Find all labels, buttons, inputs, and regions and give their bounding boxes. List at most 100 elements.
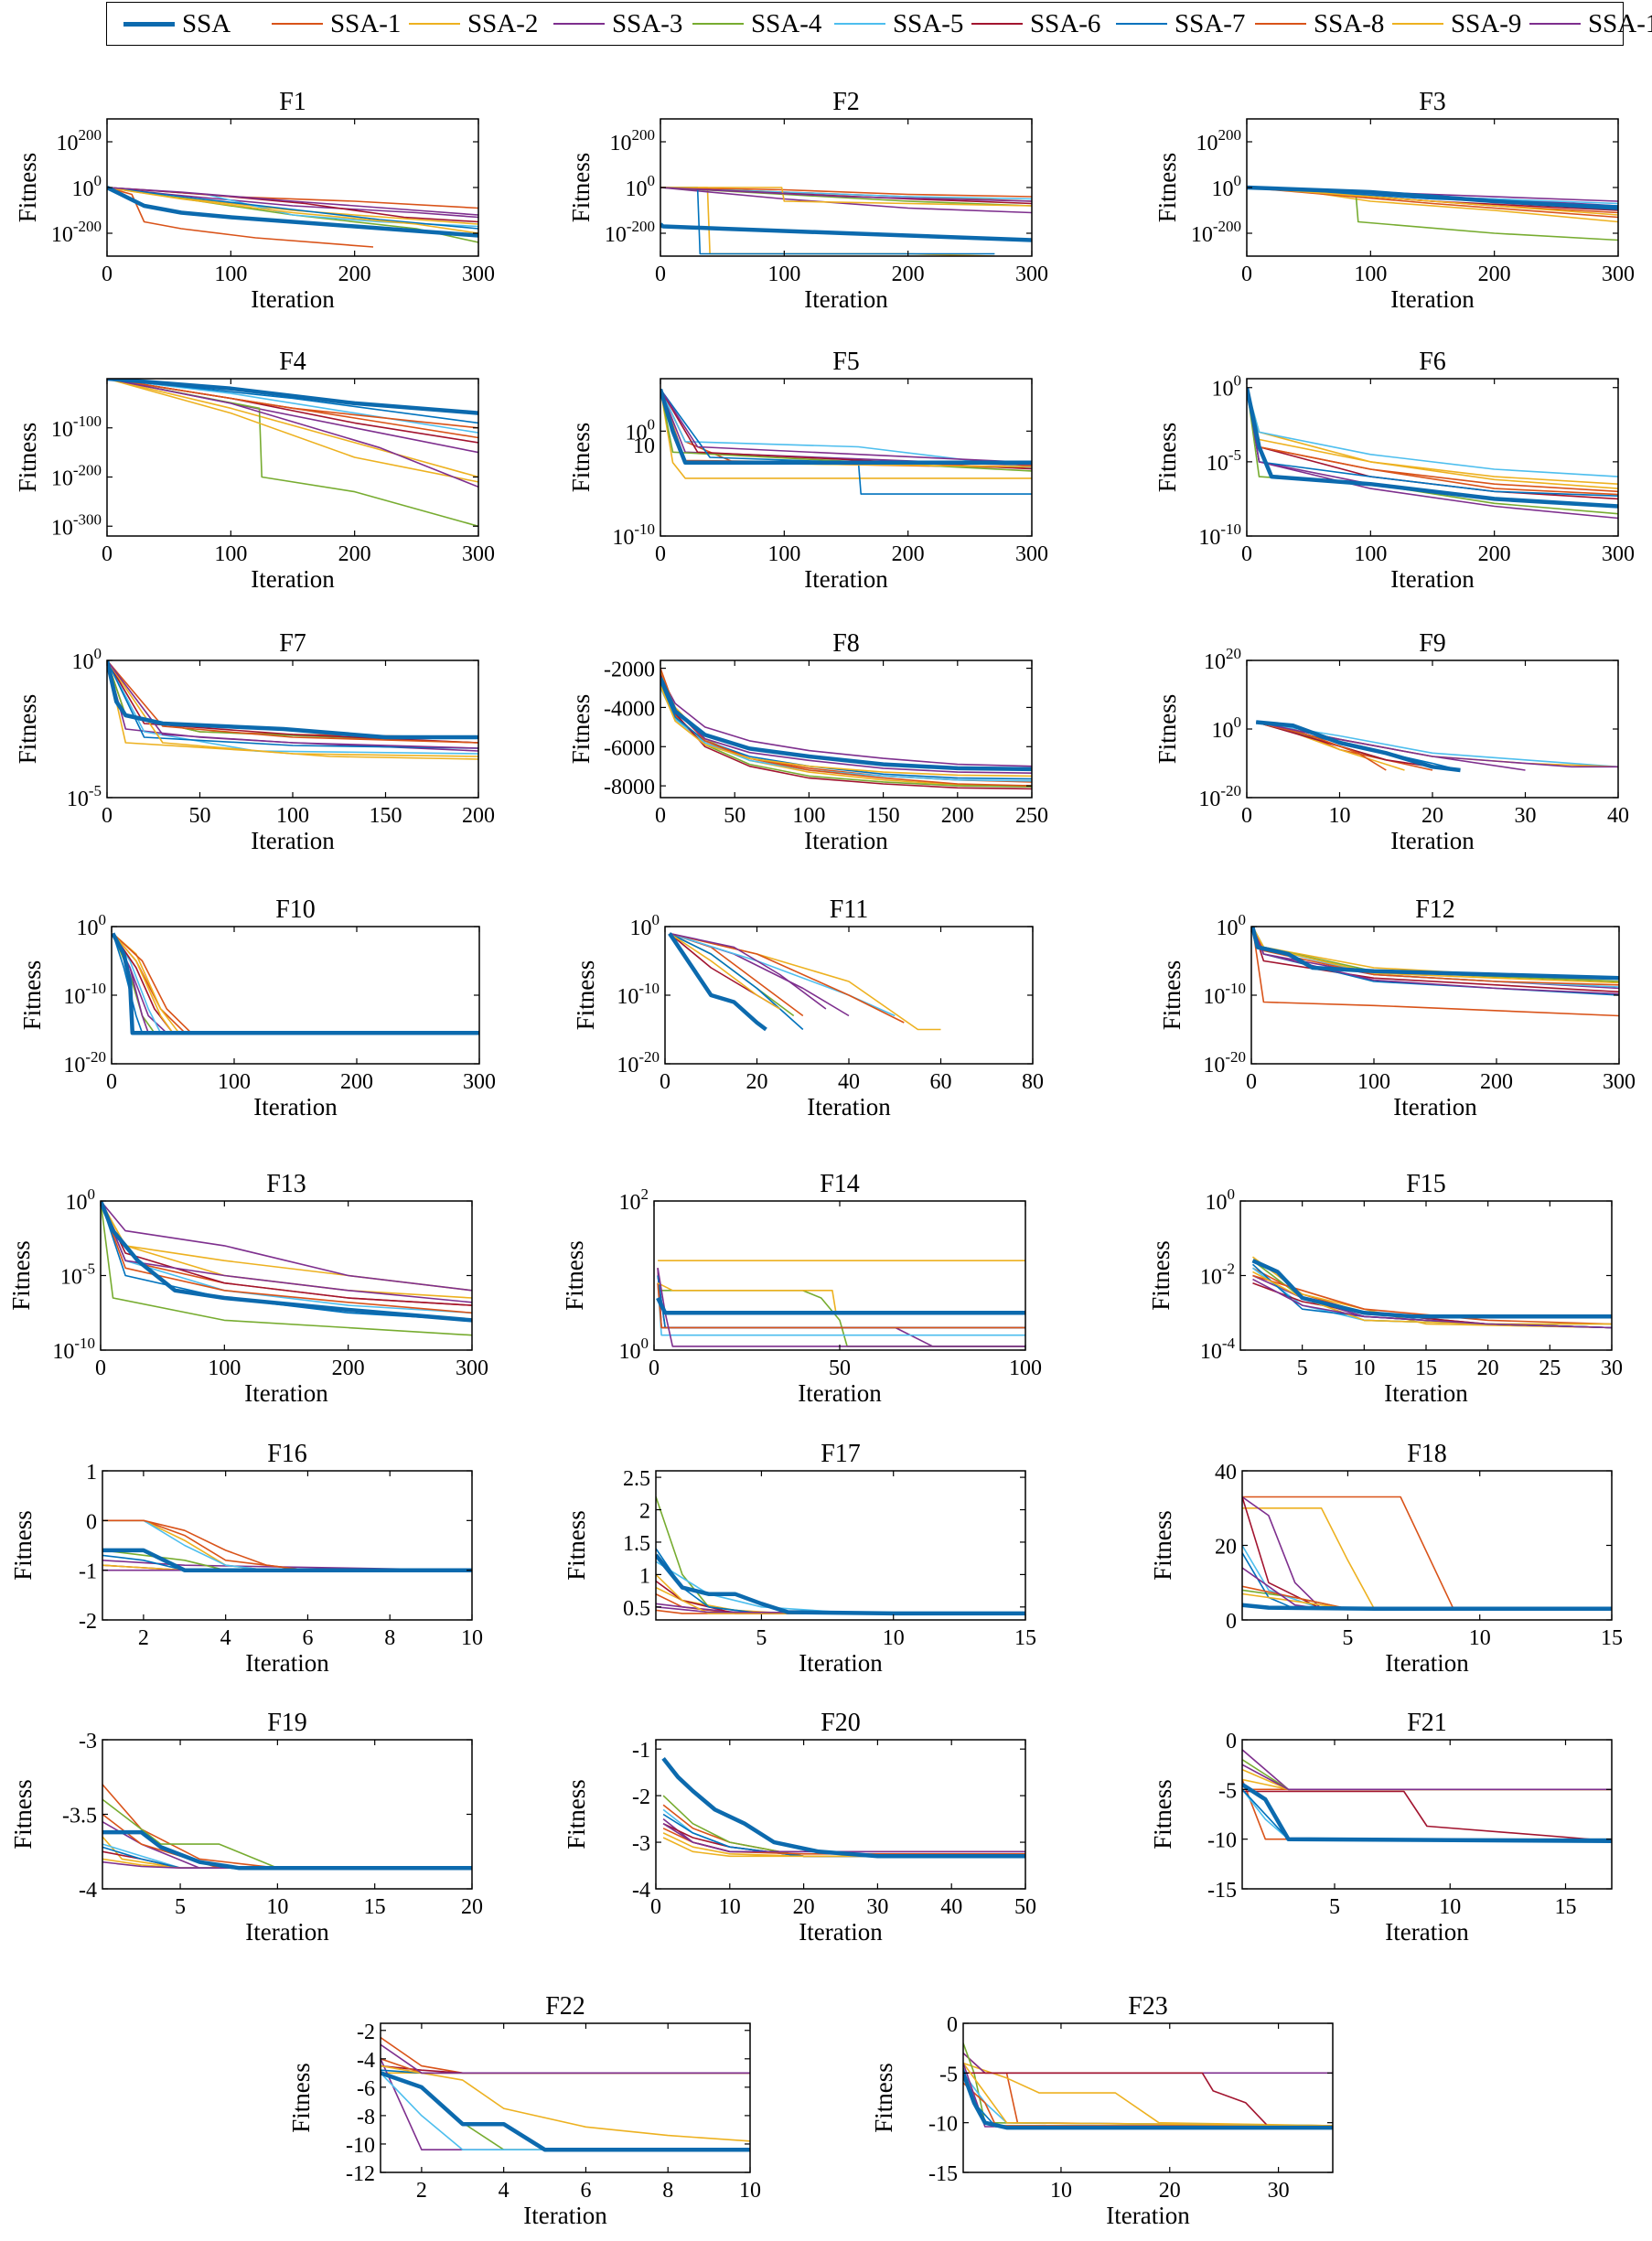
series-line-ssa-6	[381, 2064, 750, 2075]
x-tick-label: 30	[866, 1895, 888, 1919]
series-line-ssa-6	[657, 1275, 1025, 1329]
series-line-ssa-5	[660, 687, 1032, 782]
y-tick-label: 10-20	[1198, 782, 1241, 811]
plot-f22: F22 2 4 6 8 10 -2 -4 -6 -8 -10 -12 Iteration Fitness	[287, 1992, 761, 2229]
y-tick-label: 10-5	[1207, 446, 1241, 476]
x-tick-label: 0	[102, 263, 113, 286]
series-line-ssa-10	[1251, 927, 1619, 995]
series-group	[660, 388, 1032, 495]
x-axis-label: Iteration	[244, 1379, 328, 1407]
y-tick-label: -5	[1218, 1779, 1237, 1803]
x-tick-label: 8	[384, 1626, 395, 1650]
series-line-ssa-9	[107, 660, 478, 757]
series-line-ssa-3	[662, 1817, 1025, 1853]
series-group	[661, 1757, 1025, 1859]
plot-title: F13	[266, 1170, 306, 1198]
x-tick-label: 200	[338, 263, 371, 286]
y-tick-label: -1	[79, 1560, 97, 1584]
plot-frame	[962, 2022, 1334, 2173]
plot-title: F14	[820, 1170, 860, 1198]
series-line-ssa-3	[101, 1201, 472, 1292]
x-tick-label: 25	[1539, 1356, 1561, 1380]
legend-label: SSA-8	[1314, 8, 1385, 38]
series-line-ssa-2	[1247, 387, 1618, 485]
series-line-ssa-6	[1251, 927, 1619, 993]
x-axis-label: Iteration	[251, 565, 335, 593]
series-line-ssa-3	[1242, 1749, 1612, 1791]
plot-frame	[1241, 1739, 1613, 1890]
y-tick-label: -6	[357, 2077, 375, 2101]
y-axis-label: Fitness	[14, 694, 41, 765]
series-line-ssa-9	[381, 2064, 750, 2075]
series-line-ssa-9	[669, 932, 781, 1010]
legend-label: SSA-10	[1588, 8, 1652, 38]
series-line-ssa-5	[963, 2072, 1333, 2127]
x-tick-label: 100	[1354, 542, 1387, 566]
plot-f18: F18 5 10 15 40 20 0 Iteration Fitness	[1149, 1440, 1623, 1677]
series-line-ssa-8	[101, 1201, 472, 1314]
x-tick-label: 10	[1050, 2179, 1072, 2203]
series-line-ssa-2	[107, 660, 478, 760]
y-tick-label: -2	[632, 1785, 650, 1809]
series-line-ssa-10	[660, 389, 1032, 464]
x-tick-label: 2	[416, 2179, 427, 2203]
series-line-ssa-9	[1252, 1271, 1612, 1325]
plot-f12: F12 0 100 200 300 100 10-10 10-20 Iteration Fitne…	[1158, 895, 1636, 1120]
plot-title: F10	[275, 895, 316, 924]
y-axis-label: Fitness	[1149, 1510, 1176, 1581]
series-line-ssa-10	[107, 660, 478, 749]
plot-title: F15	[1406, 1170, 1446, 1198]
series-line-ssa	[1242, 1783, 1612, 1844]
series-line-ssa-10	[1256, 721, 1618, 768]
x-tick-label: 200	[462, 804, 495, 828]
x-tick-label: 100	[767, 263, 800, 286]
plot-frame	[1246, 378, 1619, 537]
y-tick-label: 100	[1212, 713, 1242, 743]
series-line-ssa-4	[963, 2043, 1333, 2127]
legend-item-ssa-3: SSA-3	[553, 3, 682, 45]
series-line-ssa	[660, 222, 1032, 242]
series-group	[101, 1201, 472, 1336]
series-line-ssa-9	[657, 1281, 1025, 1314]
series-group	[102, 1784, 472, 1871]
x-axis-label: Iteration	[807, 1093, 891, 1120]
x-tick-label: 10	[1469, 1626, 1491, 1650]
series-line-ssa-6	[656, 1580, 1025, 1614]
x-tick-label: 80	[1022, 1070, 1044, 1094]
y-axis-label: Fitness	[287, 2063, 315, 2133]
series-line-ssa-6	[1255, 721, 1433, 768]
plot-f6: F6 0 100 200 300 100 10-5 10-10 Iteration Fitness	[1153, 348, 1635, 593]
series-line-ssa-1	[1242, 1779, 1612, 1840]
x-axis-label: Iteration	[1385, 1918, 1469, 1946]
y-tick-label: 10-200	[51, 218, 102, 247]
y-tick-label: -10	[928, 2113, 958, 2137]
legend-swatch	[692, 23, 744, 25]
y-tick-label: -15	[928, 2162, 958, 2186]
series-line-ssa-8	[1256, 721, 1387, 771]
y-tick-label: 0	[86, 1510, 97, 1534]
y-tick-label: 2.5	[623, 1467, 650, 1491]
x-tick-label: 300	[1015, 542, 1048, 566]
x-tick-label: 100	[1009, 1356, 1042, 1380]
x-tick-label: 5	[1342, 1626, 1353, 1650]
y-tick-label: 10-10	[1203, 980, 1246, 1009]
series-group	[1242, 1496, 1612, 1612]
plot-title: F2	[832, 88, 860, 116]
y-tick-label: 10-10	[52, 1335, 95, 1364]
series-line-ssa-6	[660, 673, 1032, 790]
plot-title: F19	[267, 1709, 307, 1737]
x-tick-label: 50	[189, 804, 211, 828]
plot-f19: F19 5 10 15 20 -3 -3.5 -4 Iteration Fitness	[9, 1709, 483, 1946]
series-line-ssa-9	[1256, 721, 1618, 768]
series-group	[107, 379, 478, 528]
y-axis-label: Fitness	[563, 1779, 590, 1850]
y-axis-label: Fitness	[567, 423, 595, 493]
y-tick-label: 0	[1226, 1610, 1237, 1634]
x-tick-label: 100	[792, 804, 825, 828]
y-tick-label: 1	[86, 1461, 97, 1485]
y-tick-label: 10-300	[51, 510, 102, 540]
series-line-ssa-10	[381, 2043, 750, 2075]
series-line-ssa	[1247, 185, 1618, 210]
x-tick-label: 10	[883, 1626, 905, 1650]
series-line-ssa	[656, 1297, 1025, 1315]
